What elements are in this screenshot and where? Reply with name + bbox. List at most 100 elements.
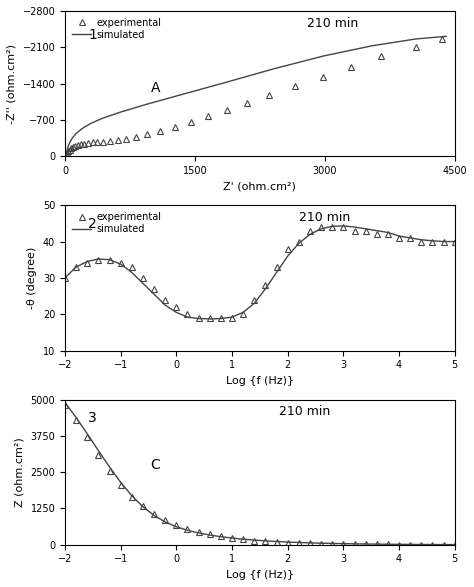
experimental	[452, 238, 457, 245]
simulated	[407, 541, 413, 548]
simulated	[429, 237, 435, 244]
experimental	[151, 285, 157, 292]
experimental	[439, 35, 445, 42]
experimental	[65, 148, 71, 155]
experimental	[385, 231, 391, 238]
simulated	[407, 234, 413, 241]
simulated	[140, 280, 146, 287]
simulated	[285, 252, 291, 259]
experimental	[157, 127, 163, 134]
simulated	[318, 225, 324, 232]
Text: 210 min: 210 min	[307, 17, 358, 30]
experimental	[63, 151, 69, 158]
experimental	[151, 511, 157, 518]
X-axis label: Log {f (Hz)}: Log {f (Hz)}	[226, 570, 294, 580]
simulated	[129, 492, 135, 499]
simulated	[73, 414, 79, 421]
experimental	[107, 467, 112, 474]
experimental	[318, 224, 324, 231]
simulated	[385, 541, 391, 548]
experimental	[133, 133, 139, 140]
experimental	[263, 538, 268, 545]
simulated	[129, 269, 135, 276]
experimental	[118, 260, 124, 267]
experimental	[419, 238, 424, 245]
experimental	[64, 149, 70, 156]
experimental	[62, 274, 68, 281]
simulated	[374, 227, 380, 234]
simulated	[218, 315, 224, 322]
experimental	[172, 123, 178, 130]
experimental	[407, 234, 413, 241]
simulated	[441, 238, 447, 245]
experimental	[240, 536, 246, 543]
experimental	[307, 227, 313, 234]
simulated	[320, 53, 326, 60]
simulated	[107, 256, 112, 263]
simulated	[340, 222, 346, 230]
simulated	[196, 529, 201, 537]
experimental	[374, 541, 380, 548]
simulated	[173, 309, 179, 316]
experimental	[90, 139, 96, 146]
experimental	[82, 140, 87, 147]
simulated	[196, 315, 201, 322]
experimental	[188, 119, 193, 126]
experimental	[69, 144, 74, 151]
experimental	[441, 541, 447, 548]
experimental	[207, 314, 212, 321]
experimental	[224, 106, 230, 113]
experimental	[285, 245, 291, 252]
experimental	[75, 141, 81, 149]
experimental	[124, 135, 129, 142]
Text: 3: 3	[88, 411, 97, 425]
experimental	[263, 282, 268, 289]
simulated	[307, 231, 313, 238]
experimental	[273, 538, 279, 545]
simulated	[118, 109, 123, 116]
Y-axis label: -θ (degree): -θ (degree)	[27, 247, 37, 309]
simulated	[63, 151, 68, 158]
simulated	[419, 541, 424, 548]
experimental	[163, 296, 168, 303]
simulated	[96, 447, 101, 454]
experimental	[244, 100, 250, 107]
experimental	[84, 434, 90, 441]
simulated	[363, 225, 368, 232]
simulated	[329, 222, 335, 230]
simulated	[151, 291, 157, 298]
Y-axis label: -Z'' (ohm.cm²): -Z'' (ohm.cm²)	[7, 43, 17, 124]
experimental	[163, 517, 168, 524]
simulated	[263, 537, 268, 544]
Line: experimental: experimental	[62, 36, 445, 159]
simulated	[151, 512, 157, 519]
simulated	[62, 274, 68, 281]
simulated	[84, 430, 90, 437]
simulated	[107, 463, 112, 470]
simulated	[385, 229, 391, 236]
simulated	[296, 539, 301, 546]
simulated	[63, 152, 68, 159]
experimental	[173, 303, 179, 311]
simulated	[240, 309, 246, 316]
experimental	[296, 238, 301, 245]
experimental	[140, 274, 146, 281]
experimental	[73, 264, 79, 271]
Legend: experimental, simulated: experimental, simulated	[68, 208, 165, 238]
experimental	[340, 224, 346, 231]
simulated	[270, 66, 276, 73]
simulated	[73, 264, 79, 271]
experimental	[96, 256, 101, 263]
Line: experimental: experimental	[62, 224, 458, 321]
Line: simulated: simulated	[65, 226, 455, 319]
simulated	[64, 149, 69, 156]
experimental	[307, 540, 313, 547]
experimental	[407, 541, 413, 548]
simulated	[84, 258, 90, 265]
simulated	[62, 153, 68, 160]
simulated	[329, 540, 335, 547]
experimental	[185, 311, 191, 318]
experimental	[363, 227, 368, 234]
simulated	[64, 146, 70, 153]
experimental	[64, 151, 69, 158]
